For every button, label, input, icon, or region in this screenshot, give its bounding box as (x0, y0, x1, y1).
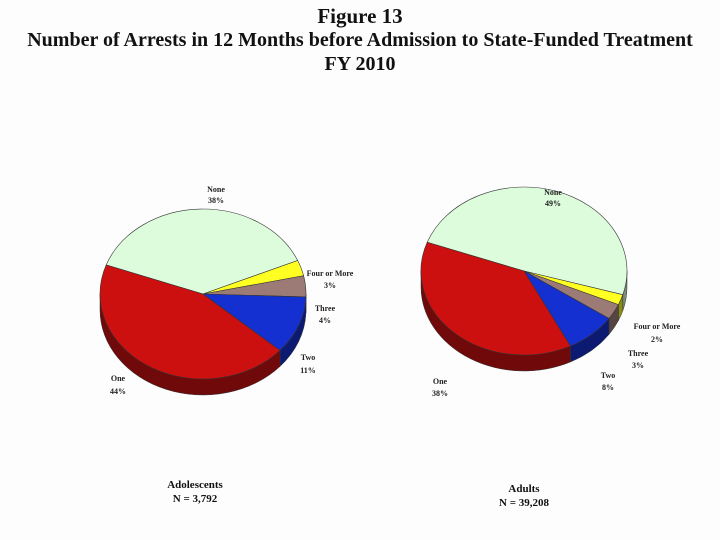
figure-title: Number of Arrests in 12 Months before Ad… (27, 29, 693, 51)
slice-label-none: None (207, 185, 225, 194)
slice-pct-four-or-more: 2% (651, 335, 663, 344)
slice-two (202, 293, 307, 351)
slice-label-one: One (433, 377, 448, 386)
slice-label-four-or-more: Four or More (634, 322, 681, 331)
slice-pct-none: 49% (545, 199, 561, 208)
adults-name: Adults (508, 483, 540, 495)
adults-caption: Adults N = 39,208 (444, 482, 604, 510)
slice-label-three: Three (315, 304, 336, 313)
slice-none (426, 186, 628, 296)
slice-pct-one: 44% (110, 387, 126, 396)
slice-pct-two: 11% (300, 366, 316, 375)
adults-n: N = 39,208 (499, 497, 549, 509)
adolescents-name: Adolescents (167, 479, 223, 491)
pie-adults: None 49% Four or More 2%Three 3% Two 8% One 38% (420, 186, 681, 398)
slice-pct-four-or-more: 3% (324, 281, 336, 290)
slice-pct-two: 8% (602, 383, 614, 392)
slice-pct-three: 4% (319, 316, 331, 325)
slice-label-none: None (544, 188, 562, 197)
slice-label-two: Two (301, 353, 316, 362)
slice-one (99, 264, 281, 380)
slice-label-one: One (111, 374, 126, 383)
adolescents-n: N = 3,792 (172, 493, 218, 505)
figure-title-block: Figure 13 Number of Arrests in 12 Months… (0, 4, 720, 76)
slice-label-three: Three (628, 349, 649, 358)
pie-adolescents: None 38% Four or More 3% Three 4% Two 11% One 44% (99, 185, 354, 396)
slice-pct-three: 3% (632, 361, 644, 370)
slice-label-four-or-more: Four or More (307, 269, 354, 278)
figure-label: Figure 13 (317, 4, 403, 28)
slice-one (420, 241, 571, 356)
slice-pct-none: 38% (208, 196, 224, 205)
slice-pct-one: 38% (432, 389, 448, 398)
adolescents-caption: Adolescents N = 3,792 (115, 478, 275, 506)
slice-label-two: Two (601, 371, 616, 380)
slice-none (105, 208, 299, 295)
figure-subtitle: FY 2010 (324, 53, 396, 75)
